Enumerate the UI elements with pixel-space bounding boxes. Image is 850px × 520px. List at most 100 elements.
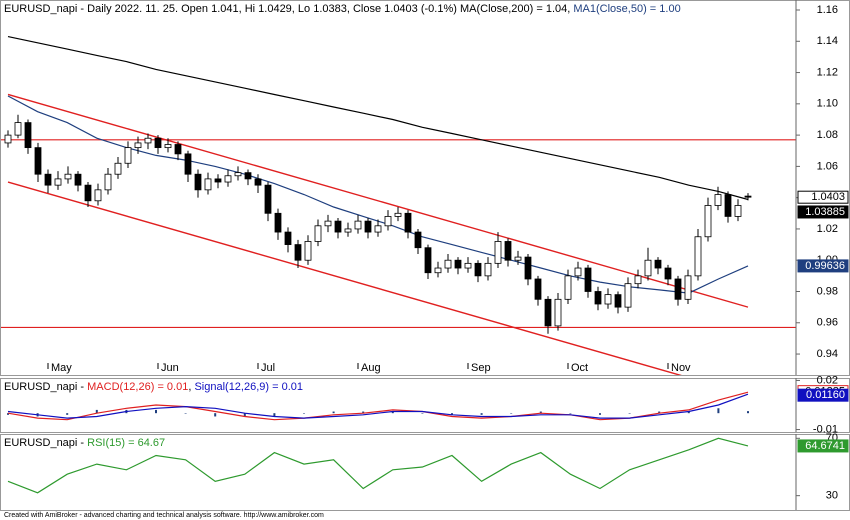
candle-body <box>594 291 602 305</box>
title-part: EURUSD_napi - <box>4 437 87 449</box>
histogram-bar <box>155 409 157 414</box>
candle-body <box>214 178 222 183</box>
y-tick-label: 1.16 <box>817 4 838 16</box>
title-part: RSI(15) = 64.67 <box>87 437 165 449</box>
candle-body <box>614 294 622 308</box>
candle-body <box>474 262 482 277</box>
candle-body <box>714 194 722 206</box>
histogram-bar <box>569 413 572 414</box>
candle-body <box>124 147 132 164</box>
candle-body <box>114 162 122 175</box>
candle-body <box>624 283 632 308</box>
candle-body <box>394 212 402 217</box>
value-tag-label: 1.03885 <box>805 206 845 218</box>
value-tag <box>797 190 849 204</box>
candle-body <box>454 259 462 269</box>
candle-body <box>304 241 312 261</box>
histogram-bar <box>273 413 276 417</box>
candle-body <box>564 275 572 300</box>
histogram-bar <box>214 413 217 417</box>
candle-body <box>544 298 552 327</box>
histogram-bar <box>95 409 98 414</box>
candle-body <box>264 184 272 214</box>
candle-body <box>464 262 472 269</box>
candle-body <box>234 172 242 177</box>
title-part: MACD(12,26) = 0.01 <box>87 381 188 393</box>
histogram-bar <box>66 413 69 415</box>
candle-body <box>194 173 202 191</box>
y-tick-label: -0.01 <box>813 423 838 435</box>
y-tick-label: 1.12 <box>817 66 838 78</box>
candle-body <box>94 189 102 202</box>
y-tick-label: 1.10 <box>817 98 838 110</box>
y-tick-label: 0.98 <box>817 285 838 297</box>
candle-body <box>534 278 542 300</box>
candle-body <box>64 173 72 180</box>
candle-body <box>184 153 192 175</box>
candle-body <box>414 231 422 249</box>
candle-body <box>514 256 522 261</box>
panel-title: EURUSD_napi - RSI(15) = 64.67 <box>4 437 165 449</box>
candle-body <box>164 144 172 149</box>
candle-body <box>654 259 662 269</box>
candle-body <box>284 231 292 245</box>
candle-body <box>444 259 452 269</box>
candle-body <box>274 212 282 233</box>
panel <box>7 391 749 421</box>
candle-body <box>244 172 252 180</box>
panel <box>0 36 796 375</box>
value-tag <box>797 439 849 453</box>
histogram-bar <box>184 413 187 414</box>
candle-body <box>584 267 592 292</box>
y-tick-label: 1.02 <box>817 223 838 235</box>
candle-body <box>494 241 502 264</box>
histogram-bar <box>747 411 749 414</box>
title-part: MA1(Close,50) = 1.00 <box>573 3 680 15</box>
value-tag <box>797 388 849 402</box>
candle-body <box>604 294 612 305</box>
histogram-bar <box>243 413 246 417</box>
candle-body <box>644 259 652 277</box>
candle-body <box>324 220 332 227</box>
month-label: Oct <box>571 362 588 374</box>
histogram-bar <box>332 411 335 414</box>
candle-body <box>334 220 342 233</box>
candle-body <box>574 267 582 277</box>
candle-body <box>404 212 412 233</box>
histogram-bar <box>628 413 631 414</box>
value-tag <box>797 259 849 273</box>
candle-body <box>664 267 672 280</box>
candle-body <box>724 194 732 217</box>
candle-body <box>74 173 82 186</box>
candle-body <box>364 220 372 233</box>
panel-title: EURUSD_napi - MACD(12,26) = 0.01, Signal… <box>4 381 303 393</box>
value-tag-label: 0.01160 <box>806 389 845 401</box>
title-part: , <box>188 381 194 393</box>
candle-body <box>4 134 12 144</box>
value-tag-label: 1.0403 <box>811 191 845 203</box>
candle-body <box>344 228 352 233</box>
candle-body <box>554 298 562 327</box>
candle-body <box>694 236 702 277</box>
histogram-bar <box>480 413 483 415</box>
histogram-bar <box>421 413 424 414</box>
histogram-bar <box>451 413 453 415</box>
series-line <box>7 437 749 494</box>
candle-body <box>104 173 112 191</box>
histogram-bar <box>303 413 305 414</box>
candle-body <box>144 137 152 144</box>
candle-body <box>384 216 392 227</box>
candle-body <box>134 142 142 149</box>
panel-title: EURUSD_napi - Daily 2022. 11. 25. Open 1… <box>4 3 681 15</box>
candle-body <box>84 184 92 202</box>
histogram-bar <box>7 413 9 415</box>
y-tick-label: 0.94 <box>817 348 838 360</box>
month-label: Jun <box>161 362 179 374</box>
candle-body <box>174 144 182 155</box>
candle-body <box>154 137 162 149</box>
histogram-bar <box>599 413 601 415</box>
value-tag-label: 0.99636 <box>805 260 845 272</box>
histogram-bar <box>391 411 394 414</box>
